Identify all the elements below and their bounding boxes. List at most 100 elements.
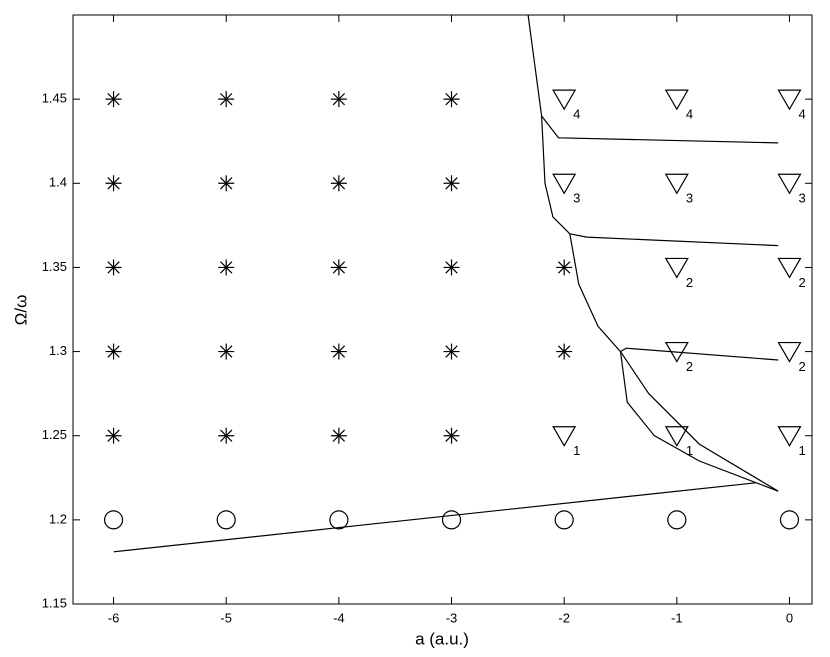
- curve: [527, 14, 779, 492]
- point: [664, 426, 689, 447]
- star-stroke: [445, 177, 458, 190]
- star-stroke: [107, 92, 120, 106]
- point: [330, 91, 347, 108]
- triangle: [552, 173, 577, 195]
- star-stroke: [220, 429, 233, 442]
- plot-area: [72, 14, 813, 605]
- point: [777, 173, 802, 195]
- circle: [441, 510, 462, 530]
- circle: [216, 510, 236, 530]
- y-tick-label: 1.35: [42, 259, 67, 274]
- curve: [619, 351, 779, 492]
- star-stroke: [220, 177, 233, 190]
- star-stroke: [332, 345, 346, 358]
- point-label: 2: [686, 275, 693, 290]
- triangle: [552, 426, 577, 447]
- star-stroke: [220, 261, 233, 274]
- point: [330, 427, 347, 444]
- point-label: 3: [573, 191, 580, 206]
- point: [552, 173, 577, 195]
- point-label: 1: [798, 443, 805, 458]
- star-stroke: [107, 261, 120, 274]
- x-tick-label: -1: [671, 610, 683, 625]
- y-tick-label: 1.4: [49, 175, 67, 190]
- point: [218, 427, 235, 444]
- circle: [329, 510, 349, 530]
- point: [105, 259, 122, 276]
- point: [777, 341, 802, 363]
- point-label: 2: [798, 275, 805, 290]
- star-stroke: [107, 345, 120, 358]
- point: [664, 257, 689, 279]
- curve: [113, 482, 756, 553]
- y-tick-label: 1.25: [42, 427, 67, 442]
- star-stroke: [220, 345, 233, 358]
- star-stroke: [332, 177, 346, 190]
- point: [443, 427, 460, 444]
- point: [218, 175, 235, 192]
- y-axis-label: Ω/ω: [11, 295, 30, 326]
- triangle: [664, 257, 689, 279]
- triangle: [777, 257, 802, 279]
- star-stroke: [557, 261, 571, 274]
- point: [779, 510, 800, 530]
- y-tick-label: 1.15: [42, 595, 67, 610]
- star-stroke: [332, 92, 346, 106]
- point: [554, 510, 574, 530]
- point-label: 2: [686, 359, 693, 374]
- circle: [667, 510, 687, 530]
- curve: [620, 347, 779, 361]
- star-stroke: [332, 261, 346, 274]
- circle: [779, 510, 800, 530]
- point: [105, 343, 122, 360]
- x-tick-label: -3: [446, 610, 458, 625]
- x-tick-label: -4: [333, 610, 345, 625]
- point-label: 4: [573, 107, 580, 122]
- star-stroke: [445, 345, 458, 358]
- point-label: 3: [798, 191, 805, 206]
- point: [556, 343, 573, 360]
- star-stroke: [107, 177, 120, 190]
- circle: [103, 510, 124, 530]
- point: [556, 259, 573, 276]
- star-stroke: [332, 429, 346, 442]
- triangle: [664, 89, 689, 111]
- triangle: [777, 426, 802, 447]
- triangle: [664, 426, 689, 447]
- point: [664, 173, 689, 195]
- point: [552, 426, 577, 447]
- x-axis-label: a (a.u.): [415, 629, 469, 648]
- y-tick-label: 1.2: [49, 511, 67, 526]
- x-tick-label: -6: [108, 610, 120, 625]
- point: [103, 510, 124, 530]
- point: [330, 175, 347, 192]
- star-stroke: [445, 429, 458, 442]
- point-label: 4: [798, 107, 805, 122]
- point: [441, 510, 462, 530]
- x-tick-label: 0: [786, 610, 793, 625]
- y-tick-label: 1.45: [42, 91, 67, 106]
- star-stroke: [107, 429, 120, 442]
- point: [443, 175, 460, 192]
- point: [105, 427, 122, 444]
- circle: [554, 510, 574, 530]
- point: [667, 510, 687, 530]
- point: [105, 175, 122, 192]
- point: [443, 259, 460, 276]
- star-stroke: [557, 345, 571, 358]
- x-tick-label: -5: [220, 610, 232, 625]
- triangle: [664, 173, 689, 195]
- star-stroke: [220, 92, 233, 106]
- point: [777, 89, 802, 111]
- triangle: [777, 341, 802, 363]
- point: [216, 510, 236, 530]
- point: [664, 341, 689, 363]
- y-tick-label: 1.3: [49, 343, 67, 358]
- point: [329, 510, 349, 530]
- point: [330, 343, 347, 360]
- point: [330, 259, 347, 276]
- point-label: 4: [686, 107, 693, 122]
- point: [777, 426, 802, 447]
- triangle: [777, 173, 802, 195]
